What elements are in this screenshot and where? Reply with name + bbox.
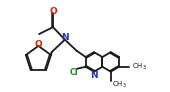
Text: N: N xyxy=(61,33,69,42)
Text: Cl: Cl xyxy=(69,68,78,77)
Text: CH$_3$: CH$_3$ xyxy=(112,80,127,90)
Text: O: O xyxy=(49,7,57,16)
Text: N: N xyxy=(90,71,98,80)
Text: CH$_3$: CH$_3$ xyxy=(132,62,147,72)
Text: O: O xyxy=(35,40,42,49)
